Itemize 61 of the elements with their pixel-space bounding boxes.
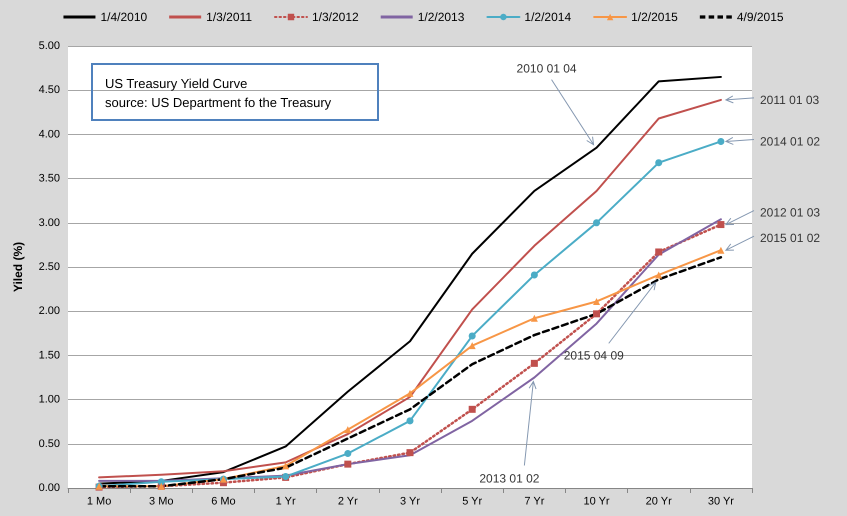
point (468, 406, 476, 413)
y-tick-label: 5.00 (38, 40, 60, 52)
point (344, 450, 352, 458)
point (655, 159, 662, 166)
point (593, 219, 600, 226)
y-tick-label: 3.00 (38, 216, 60, 229)
text: US Treasury Yield Curve (105, 76, 248, 91)
point (406, 417, 414, 424)
legend-label: 1/2/2014 (524, 10, 572, 24)
annotation: 2012 01 03 (760, 206, 820, 220)
point (406, 390, 414, 397)
legend-label: 1/2/2015 (631, 10, 678, 24)
y-tick-label: 1.00 (38, 394, 60, 406)
x-tick-label: 10 Yr (584, 496, 610, 508)
point (468, 332, 476, 340)
x-tick-label: 1 Yr (276, 496, 296, 508)
legend-label: 1/3/2011 (206, 10, 252, 24)
point (530, 314, 538, 322)
y-tick-label: 0.00 (38, 482, 60, 494)
point (406, 449, 414, 456)
point (593, 298, 600, 305)
legend-label: 1/4/2010 (100, 10, 148, 24)
point (282, 462, 290, 470)
y-tick-label: 2.50 (38, 261, 60, 273)
x-tick-label: 6 Mo (211, 496, 236, 508)
annotation: 2014 01 02 (760, 134, 820, 148)
text: source: US Department fo the Treasury (105, 95, 332, 110)
x-tick-label: 3 Yr (400, 496, 420, 508)
point (717, 246, 724, 254)
x-tick-label: 30 Yr (708, 496, 734, 508)
legend-label: 1/3/2012 (312, 10, 360, 24)
annotation: 2013 01 02 (479, 472, 540, 486)
point (468, 342, 476, 350)
x-tick-label: 7 Yr (524, 496, 545, 508)
point (344, 460, 352, 468)
point (717, 138, 724, 145)
point (655, 271, 662, 278)
point (530, 271, 538, 278)
annotation: 2010 01 04 (516, 62, 577, 76)
annotation: 2011 01 03 (760, 92, 820, 107)
point (717, 221, 724, 228)
x-tick-label: 2 Yr (338, 496, 358, 508)
annotation: 2015 01 02 (760, 231, 820, 246)
legend-label: 4/9/2015 (736, 10, 784, 24)
x-tick-label: 1 Mo (86, 496, 112, 508)
x-tick-label: 5 Yr (462, 496, 482, 508)
x-tick-label: 20 Yr (646, 496, 672, 508)
point (344, 426, 352, 434)
x-tick-label: 3 Mo (149, 496, 174, 508)
point (593, 310, 600, 318)
y-tick-label: 0.50 (38, 438, 60, 450)
y-tick-label: 4.50 (38, 84, 60, 96)
annotation: 2015 04 09 (564, 348, 624, 362)
y-tick-label: 2.00 (38, 305, 60, 318)
y-tick-label: 3.50 (38, 172, 60, 185)
y-tick-label: 1.50 (38, 349, 60, 362)
y-axis-title: Yiled (%) (11, 242, 25, 292)
y-tick-label: 4.00 (38, 128, 60, 140)
point (530, 360, 538, 367)
legend-label: 1/2/2013 (418, 10, 465, 24)
point (655, 248, 662, 256)
